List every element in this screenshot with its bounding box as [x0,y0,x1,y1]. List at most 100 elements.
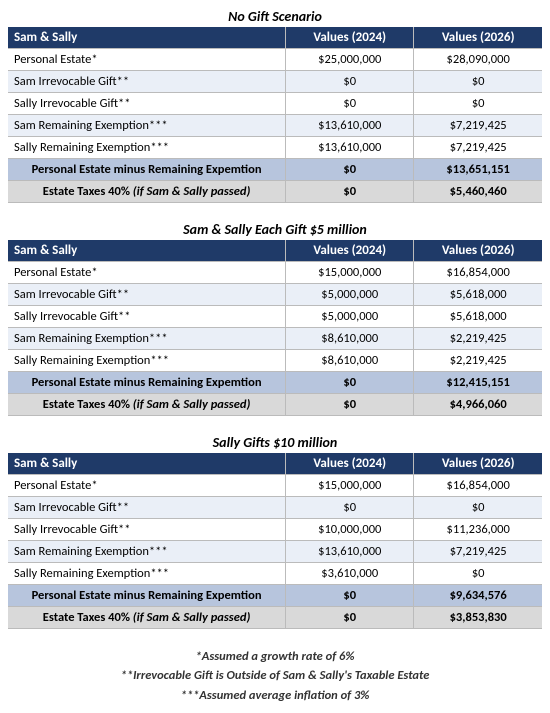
row-label: Personal Estate* [8,475,286,497]
cell-value: $15,000,000 [286,262,414,284]
table-row: Sam Remaining Exemption***$13,610,000$7,… [8,541,542,563]
cell-value: $5,618,000 [414,306,542,328]
summary-value: $0 [286,372,414,394]
footnote-irrevocable: **Irrevocable Gift is Outside of Sam & S… [8,666,542,685]
summary-label: Personal Estate minus Remaining Expemtio… [8,159,286,181]
summary-label: Personal Estate minus Remaining Expemtio… [8,585,286,607]
footnotes: *Assumed a growth rate of 6% **Irrevocab… [8,647,542,705]
tax-label: Estate Taxes 40% (if Sam & Sally passed) [8,181,286,203]
column-header-name: Sam & Sally [8,240,286,262]
tax-label: Estate Taxes 40% (if Sam & Sally passed) [8,607,286,629]
cell-value: $0 [414,71,542,93]
tax-value: $3,853,830 [414,607,542,629]
summary-value: $0 [286,585,414,607]
table-row: Personal Estate*$25,000,000$28,090,000 [8,49,542,71]
cell-value: $0 [414,563,542,585]
cell-value: $16,854,000 [414,262,542,284]
column-header-name: Sam & Sally [8,453,286,475]
tax-label: Estate Taxes 40% (if Sam & Sally passed) [8,394,286,416]
tax-label-prefix: Estate Taxes 40% [43,184,133,199]
row-label: Sally Irrevocable Gift** [8,93,286,115]
table-row: Sam Remaining Exemption***$13,610,000$7,… [8,115,542,137]
table-row: Sam Irrevocable Gift**$5,000,000$5,618,0… [8,284,542,306]
scenario: Sam & Sally Each Gift $5 million Sam & Sa… [8,221,542,416]
column-header-value: Values (2024) [286,27,414,49]
table-row: Sally Irrevocable Gift**$10,000,000$11,2… [8,519,542,541]
tax-row: Estate Taxes 40% (if Sam & Sally passed)… [8,394,542,416]
scenario-title: Sam & Sally Each Gift $5 million [8,221,542,238]
cell-value: $0 [286,71,414,93]
summary-value: $0 [286,159,414,181]
cell-value: $25,000,000 [286,49,414,71]
table-row: Personal Estate*$15,000,000$16,854,000 [8,262,542,284]
row-label: Personal Estate* [8,49,286,71]
summary-value: $12,415,151 [414,372,542,394]
summary-value: $13,651,151 [414,159,542,181]
row-label: Sam Irrevocable Gift** [8,71,286,93]
cell-value: $13,610,000 [286,541,414,563]
tax-label-prefix: Estate Taxes 40% [43,610,133,625]
cell-value: $8,610,000 [286,328,414,350]
row-label: Sam Remaining Exemption*** [8,328,286,350]
tax-value: $4,966,060 [414,394,542,416]
cell-value: $2,219,425 [414,350,542,372]
cell-value: $13,610,000 [286,137,414,159]
cell-value: $0 [414,93,542,115]
cell-value: $16,854,000 [414,475,542,497]
scenario-table: Sam & SallyValues (2024)Values (2026)Per… [8,240,542,416]
row-label: Sam Irrevocable Gift** [8,284,286,306]
row-label: Sally Remaining Exemption*** [8,137,286,159]
scenario-title: Sally Gifts $10 million [8,434,542,451]
table-row: Sally Remaining Exemption***$3,610,000$0 [8,563,542,585]
tax-value: $5,460,460 [414,181,542,203]
tax-label-suffix: (if Sam & Sally passed) [133,184,251,199]
tax-row: Estate Taxes 40% (if Sam & Sally passed)… [8,181,542,203]
cell-value: $8,610,000 [286,350,414,372]
cell-value: $5,000,000 [286,284,414,306]
cell-value: $5,618,000 [414,284,542,306]
column-header-value: Values (2026) [414,240,542,262]
cell-value: $3,610,000 [286,563,414,585]
summary-value: $9,634,576 [414,585,542,607]
cell-value: $11,236,000 [414,519,542,541]
cell-value: $2,219,425 [414,328,542,350]
row-label: Sally Remaining Exemption*** [8,350,286,372]
summary-row: Personal Estate minus Remaining Expemtio… [8,372,542,394]
scenario-table: Sam & SallyValues (2024)Values (2026)Per… [8,453,542,629]
scenario: No Gift ScenarioSam & SallyValues (2024)… [8,8,542,203]
cell-value: $7,219,425 [414,541,542,563]
column-header-value: Values (2024) [286,453,414,475]
tax-value: $0 [286,394,414,416]
summary-row: Personal Estate minus Remaining Expemtio… [8,585,542,607]
tax-label-suffix: (if Sam & Sally passed) [133,397,251,412]
tax-label-prefix: Estate Taxes 40% [43,397,133,412]
row-label: Sam Irrevocable Gift** [8,497,286,519]
footnote-inflation: ***Assumed average inflation of 3% [8,686,542,705]
table-row: Sally Irrevocable Gift**$0$0 [8,93,542,115]
row-label: Sam Remaining Exemption*** [8,541,286,563]
table-row: Sam Irrevocable Gift**$0$0 [8,71,542,93]
column-header-value: Values (2026) [414,453,542,475]
column-header-value: Values (2026) [414,27,542,49]
cell-value: $28,090,000 [414,49,542,71]
cell-value: $0 [286,497,414,519]
footnote-growth: *Assumed a growth rate of 6% [8,647,542,666]
tax-value: $0 [286,181,414,203]
cell-value: $10,000,000 [286,519,414,541]
cell-value: $5,000,000 [286,306,414,328]
summary-row: Personal Estate minus Remaining Expemtio… [8,159,542,181]
row-label: Sally Irrevocable Gift** [8,519,286,541]
tax-value: $0 [286,607,414,629]
table-row: Sally Remaining Exemption***$8,610,000$2… [8,350,542,372]
cell-value: $7,219,425 [414,115,542,137]
table-row: Sam Remaining Exemption***$8,610,000$2,2… [8,328,542,350]
cell-value: $7,219,425 [414,137,542,159]
row-label: Sam Remaining Exemption*** [8,115,286,137]
table-row: Personal Estate*$15,000,000$16,854,000 [8,475,542,497]
table-row: Sally Irrevocable Gift**$5,000,000$5,618… [8,306,542,328]
table-row: Sam Irrevocable Gift**$0$0 [8,497,542,519]
row-label: Personal Estate* [8,262,286,284]
cell-value: $0 [286,93,414,115]
summary-label: Personal Estate minus Remaining Expemtio… [8,372,286,394]
scenario: Sally Gifts $10 millionSam & SallyValues… [8,434,542,629]
